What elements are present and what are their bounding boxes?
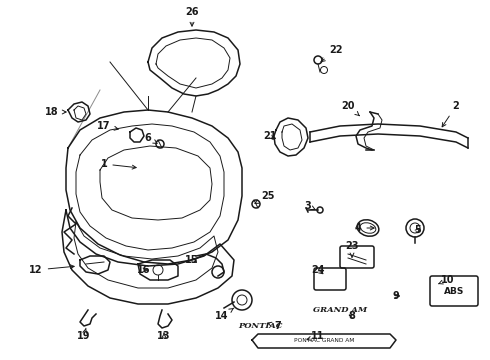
Text: 20: 20 [341, 101, 359, 116]
Text: 5: 5 [415, 225, 421, 235]
Text: 6: 6 [145, 133, 157, 144]
Text: 1: 1 [100, 159, 136, 169]
Text: 2: 2 [442, 101, 460, 127]
Text: 15: 15 [185, 255, 199, 265]
Text: 7: 7 [268, 321, 281, 331]
Text: GRAND AM: GRAND AM [313, 306, 367, 314]
Text: ABS: ABS [444, 287, 464, 296]
Text: 9: 9 [392, 291, 399, 301]
Text: 18: 18 [45, 107, 66, 117]
Text: 4: 4 [355, 223, 374, 233]
Text: 10: 10 [439, 275, 455, 285]
Text: 17: 17 [97, 121, 118, 131]
Text: 16: 16 [137, 265, 151, 275]
Text: 14: 14 [215, 308, 234, 321]
Text: PONTIAC: PONTIAC [238, 322, 282, 330]
Text: 25: 25 [255, 191, 275, 203]
Text: 13: 13 [157, 331, 171, 341]
Text: 19: 19 [77, 328, 91, 341]
Text: 21: 21 [263, 131, 277, 141]
Text: 11: 11 [307, 331, 325, 341]
Text: 3: 3 [305, 201, 315, 211]
Text: PONTIAC GRAND AM: PONTIAC GRAND AM [294, 338, 354, 343]
Text: 12: 12 [29, 265, 74, 275]
Text: 26: 26 [185, 7, 199, 26]
Text: 22: 22 [321, 45, 343, 62]
Text: 24: 24 [311, 265, 325, 275]
Text: 8: 8 [348, 311, 355, 321]
Text: 23: 23 [345, 241, 359, 257]
